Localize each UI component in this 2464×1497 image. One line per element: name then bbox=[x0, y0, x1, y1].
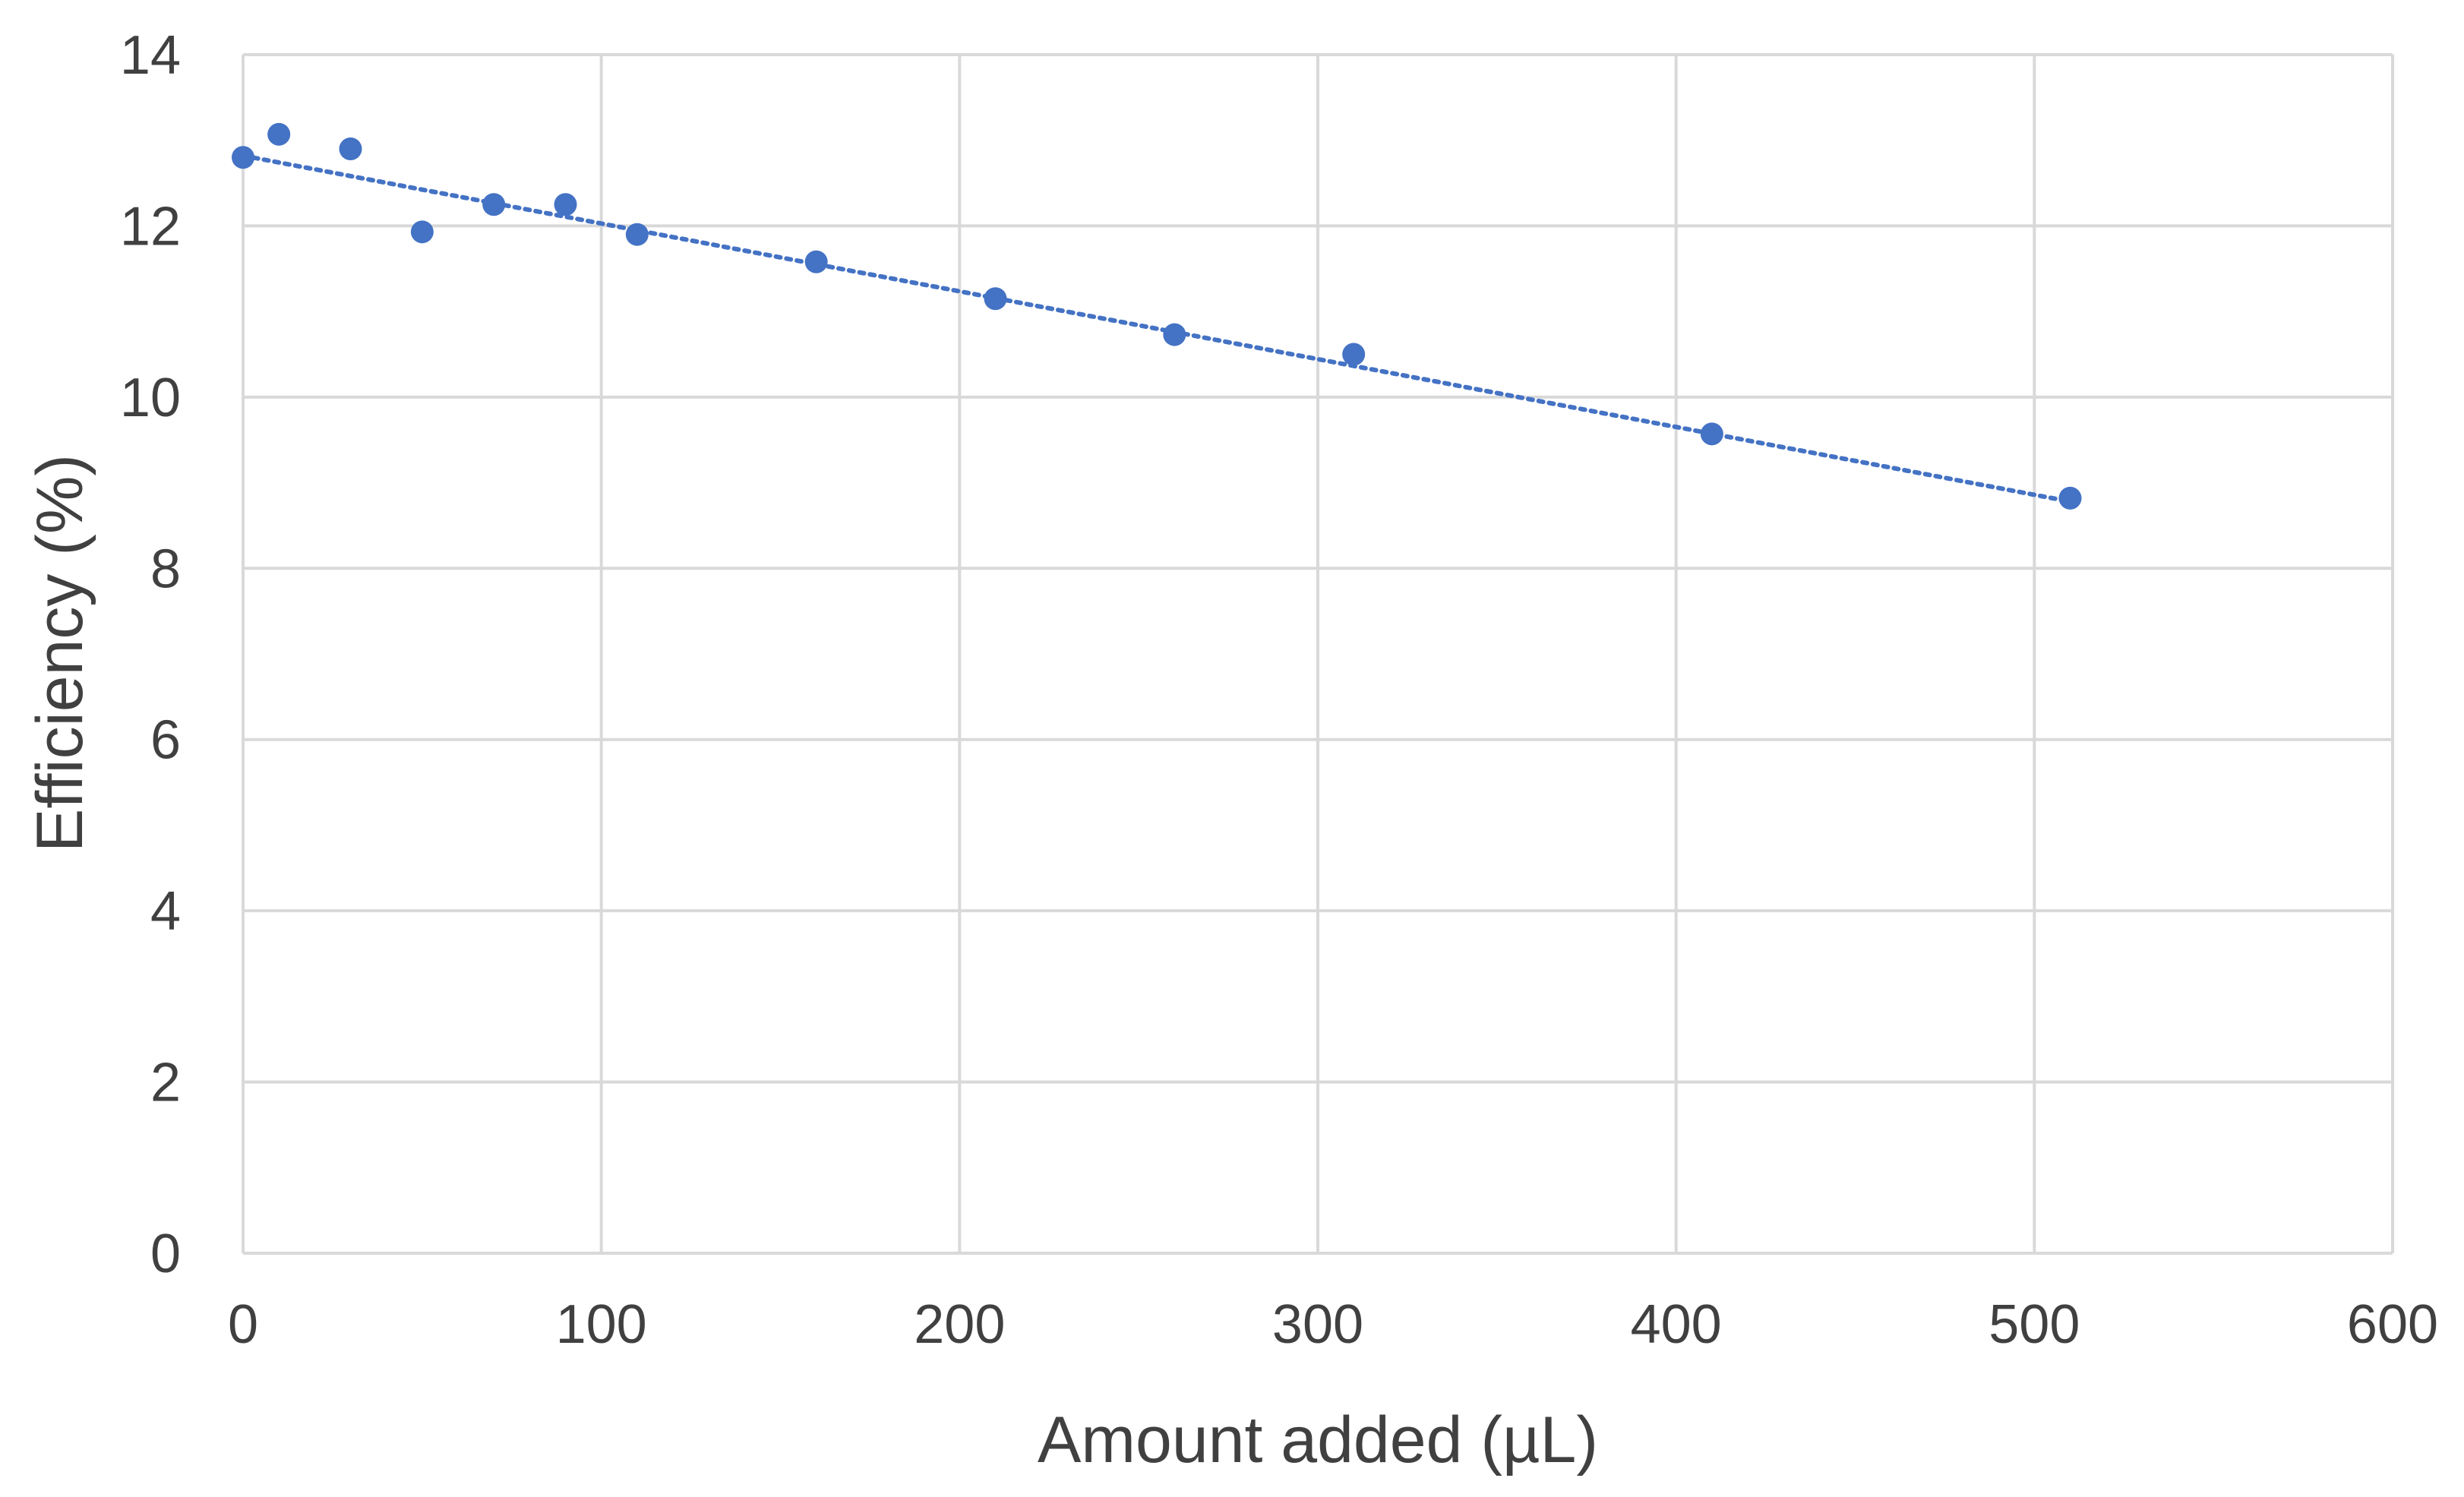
y-tick-label: 2 bbox=[150, 1053, 181, 1113]
data-point bbox=[482, 193, 506, 216]
x-tick-label: 600 bbox=[2347, 1294, 2438, 1355]
x-tick-label: 0 bbox=[228, 1294, 258, 1355]
trendline-group bbox=[241, 153, 2073, 504]
y-tick-label: 10 bbox=[120, 368, 181, 428]
data-point bbox=[1700, 422, 1723, 446]
data-point bbox=[2058, 486, 2082, 510]
data-point bbox=[232, 146, 254, 169]
x-axis-title: Amount added (µL) bbox=[1038, 1404, 1598, 1476]
data-point bbox=[267, 122, 291, 146]
y-tick-label: 8 bbox=[150, 538, 181, 599]
data-point bbox=[339, 137, 362, 160]
y-tick-label: 14 bbox=[120, 25, 181, 86]
gridlines bbox=[242, 53, 2394, 1255]
data-point bbox=[1163, 323, 1186, 346]
x-tick-label: 400 bbox=[1631, 1294, 1722, 1355]
x-tick-label: 500 bbox=[1989, 1294, 2080, 1355]
y-tick-label: 4 bbox=[150, 881, 181, 942]
x-tick-label: 300 bbox=[1272, 1294, 1363, 1355]
data-point bbox=[554, 193, 577, 216]
y-tick-label: 6 bbox=[150, 710, 181, 771]
x-tick-label: 200 bbox=[914, 1294, 1005, 1355]
data-point bbox=[410, 220, 434, 244]
y-axis-title: Efficiency (%) bbox=[24, 454, 96, 852]
y-axis-tick-labels: 0 2 4 6 8 10 12 14 bbox=[120, 25, 181, 1284]
data-point bbox=[984, 287, 1007, 311]
y-tick-label: 0 bbox=[150, 1224, 181, 1284]
data-point bbox=[804, 250, 828, 273]
x-axis-tick-labels: 0 100 200 300 400 500 600 bbox=[228, 1294, 2438, 1355]
data-point bbox=[1342, 343, 1366, 366]
linear-trendline bbox=[241, 153, 2073, 504]
data-point bbox=[625, 223, 649, 246]
x-tick-label: 100 bbox=[556, 1294, 647, 1355]
data-points bbox=[232, 122, 2082, 510]
y-tick-label: 12 bbox=[120, 196, 181, 257]
